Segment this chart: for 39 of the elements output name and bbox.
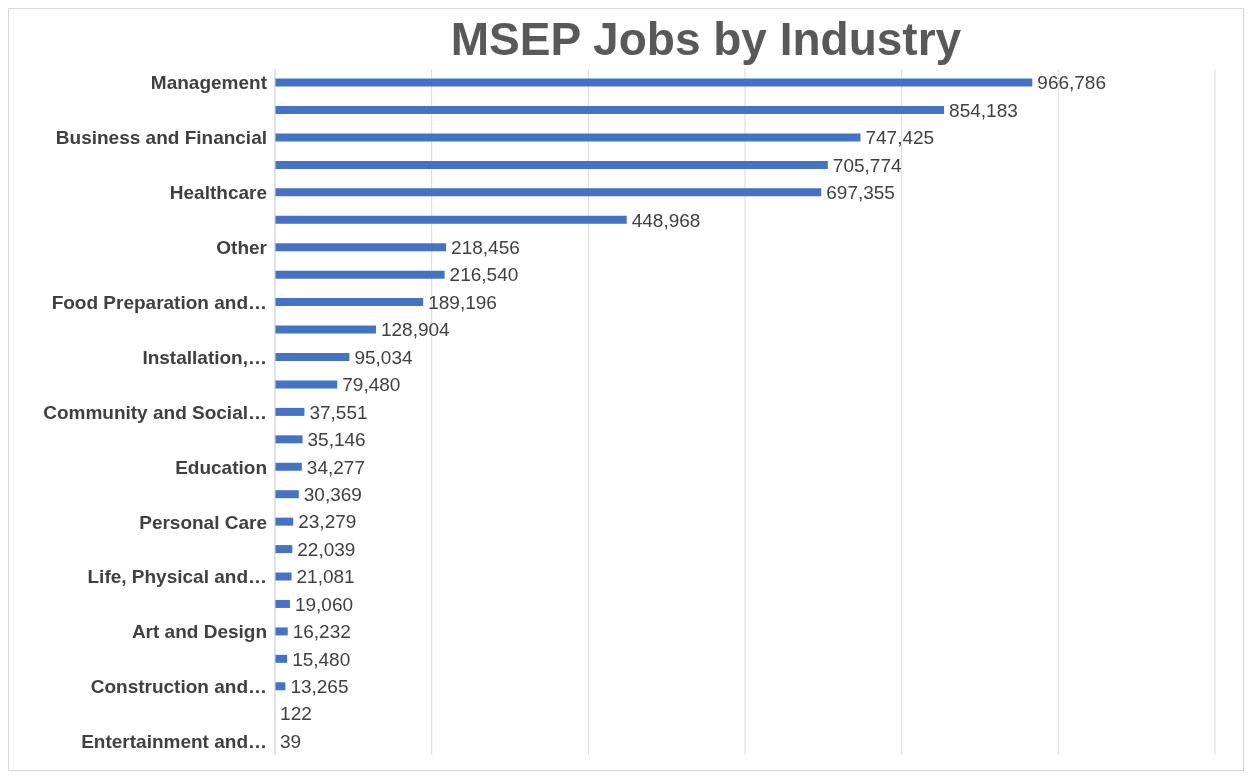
data-label: 79,480 bbox=[342, 374, 401, 396]
data-label: 448,968 bbox=[631, 209, 701, 231]
y-tick-label: Art and Design bbox=[131, 621, 267, 643]
y-tick-label: Education bbox=[175, 456, 267, 478]
data-label: 95,034 bbox=[354, 346, 413, 368]
y-tick-label: Other bbox=[216, 237, 268, 259]
y-tick-label: Installation,… bbox=[142, 346, 267, 368]
data-label: 39 bbox=[280, 730, 302, 752]
data-label: 705,774 bbox=[832, 154, 902, 176]
data-label: 966,786 bbox=[1037, 72, 1106, 94]
data-label: 216,540 bbox=[449, 264, 519, 286]
data-label: 22,039 bbox=[297, 538, 356, 560]
data-label: 189,196 bbox=[428, 291, 497, 313]
y-tick-label: Business and Financial bbox=[55, 127, 267, 149]
data-label: 34,277 bbox=[306, 456, 365, 478]
y-tick-label: Food Preparation and… bbox=[51, 291, 267, 313]
y-tick-label: Community and Social… bbox=[43, 401, 267, 423]
data-label: 23,279 bbox=[298, 511, 357, 533]
data-label: 16,232 bbox=[292, 621, 351, 643]
y-tick-label: Management bbox=[150, 72, 268, 94]
data-label: 37,551 bbox=[309, 401, 368, 423]
data-label: 15,480 bbox=[292, 648, 351, 670]
data-label: 128,904 bbox=[380, 319, 451, 341]
y-tick-label: Personal Care bbox=[139, 511, 267, 533]
y-tick-label: Entertainment and… bbox=[81, 731, 267, 753]
data-label: 854,183 bbox=[949, 99, 1018, 121]
y-tick-label: Healthcare bbox=[169, 182, 267, 204]
y-tick-label: Construction and… bbox=[90, 676, 267, 698]
y-tick-label: Life, Physical and… bbox=[87, 566, 267, 588]
data-label: 13,265 bbox=[290, 676, 349, 698]
data-label: 218,456 bbox=[451, 236, 520, 258]
data-label: 19,060 bbox=[294, 593, 354, 615]
chart-title: MSEP Jobs by Industry bbox=[449, 12, 963, 67]
data-label: 697,355 bbox=[826, 182, 895, 204]
data-label: 21,081 bbox=[296, 566, 355, 588]
data-label: 30,369 bbox=[303, 483, 362, 505]
data-label: 35,146 bbox=[307, 429, 366, 451]
data-label: 747,425 bbox=[865, 127, 935, 149]
data-label: 122 bbox=[280, 703, 312, 725]
